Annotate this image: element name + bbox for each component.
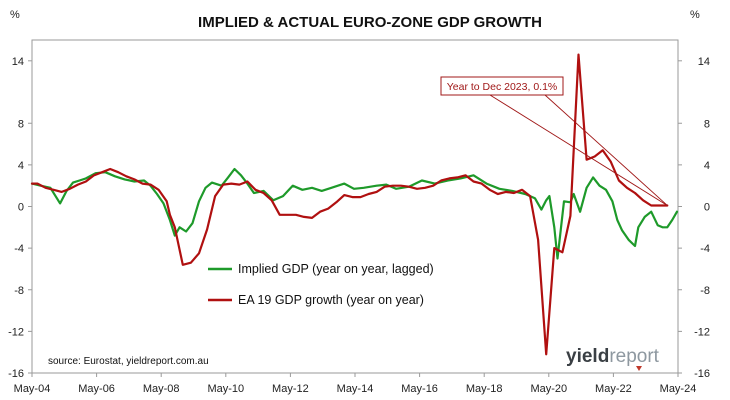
y-tick-label-right: 14 bbox=[698, 56, 710, 68]
annotation-leader-line bbox=[489, 94, 668, 206]
annotation-box bbox=[440, 76, 564, 96]
y-tick-label-right: -8 bbox=[700, 285, 710, 297]
annotation-text: Year to Dec 2023, 0.1% bbox=[447, 81, 558, 93]
y-unit-left: % bbox=[10, 9, 20, 21]
x-tick-label: May-16 bbox=[401, 383, 438, 395]
x-tick-label: May-14 bbox=[337, 383, 374, 395]
x-tick-label: May-08 bbox=[143, 383, 180, 395]
x-tick-label: May-06 bbox=[78, 383, 115, 395]
y-tick-label-left: 14 bbox=[12, 56, 24, 68]
series-line-implied-gdp bbox=[30, 167, 679, 260]
logo-arrow-icon bbox=[636, 366, 642, 371]
logo-text-yield: yield bbox=[566, 346, 609, 367]
chart-title: IMPLIED & ACTUAL EURO-ZONE GDP GROWTH bbox=[198, 14, 542, 31]
y-tick-label-left: -12 bbox=[8, 326, 24, 338]
x-tick-label: May-10 bbox=[207, 383, 244, 395]
x-tick-label: May-24 bbox=[660, 383, 697, 395]
y-tick-label-right: 0 bbox=[704, 202, 710, 214]
legend: Implied GDP (year on year, lagged) EA 19… bbox=[208, 262, 434, 307]
y-tick-label-right: -12 bbox=[694, 326, 710, 338]
legend-label-ea19: EA 19 GDP growth (year on year) bbox=[238, 293, 424, 307]
annotation-leader-line bbox=[544, 94, 668, 206]
y-tick-label-left: 8 bbox=[18, 118, 24, 130]
y-tick-label-left: -8 bbox=[14, 285, 24, 297]
y-tick-label-right: -4 bbox=[700, 243, 710, 255]
y-unit-right: % bbox=[690, 9, 700, 21]
source-note: source: Eurostat, yieldreport.com.au bbox=[48, 356, 209, 367]
y-tick-label-right: -16 bbox=[694, 368, 710, 380]
x-tick-label: May-12 bbox=[272, 383, 309, 395]
series-line-ea19-gdp bbox=[30, 53, 669, 356]
y-tick-label-left: 0 bbox=[18, 202, 24, 214]
x-tick-label: May-20 bbox=[530, 383, 567, 395]
annotation: Year to Dec 2023, 0.1% bbox=[440, 76, 668, 206]
yieldreport-logo: yieldreport bbox=[566, 346, 660, 371]
y-axis-right: 14 8 4 0 -4 -8 -12 -16 bbox=[678, 56, 710, 380]
series-layer bbox=[30, 53, 679, 356]
y-tick-label-left: -4 bbox=[14, 243, 24, 255]
legend-label-implied: Implied GDP (year on year, lagged) bbox=[238, 262, 434, 276]
y-tick-label-left: 4 bbox=[18, 160, 24, 172]
y-tick-label-right: 4 bbox=[704, 160, 710, 172]
y-tick-label-right: 8 bbox=[704, 118, 710, 130]
x-tick-label: May-18 bbox=[466, 383, 503, 395]
x-axis: May-04 May-06 May-08 May-10 May-12 May-14 May-… bbox=[14, 373, 697, 395]
y-axis-left: 14 8 4 0 -4 -8 -12 -16 bbox=[8, 56, 32, 380]
x-tick-label: May-22 bbox=[595, 383, 632, 395]
logo-text: yieldreport bbox=[566, 346, 660, 367]
y-tick-label-left: -16 bbox=[8, 368, 24, 380]
logo-text-report: report bbox=[609, 346, 659, 367]
x-tick-label: May-04 bbox=[14, 383, 51, 395]
